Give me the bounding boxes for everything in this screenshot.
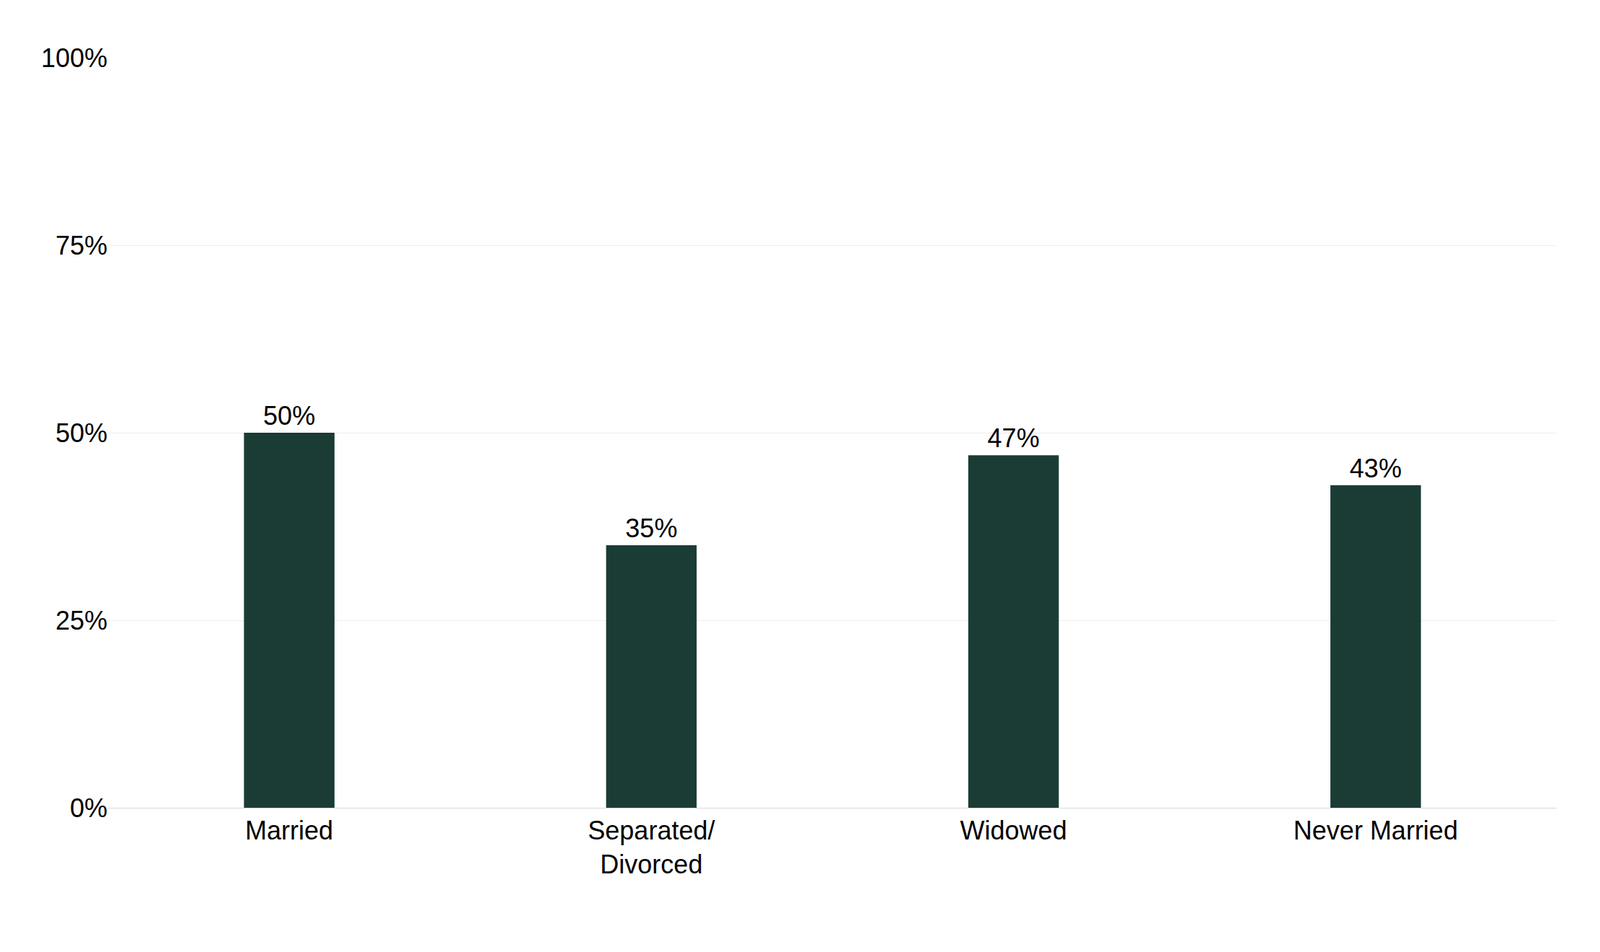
svg-text:0%: 0% [69,793,108,823]
svg-text:75%: 75% [55,230,108,261]
svg-text:50%: 50% [55,418,108,448]
svg-text:Never Married: Never Married [1293,815,1458,846]
svg-text:Widowed: Widowed [960,815,1068,846]
svg-text:25%: 25% [55,605,108,636]
svg-text:Separated/Divorced: Separated/Divorced [587,815,715,879]
svg-text:43%: 43% [1349,453,1402,484]
svg-text:50%: 50% [263,400,316,431]
svg-text:Married: Married [245,815,334,846]
svg-text:47%: 47% [987,423,1040,453]
svg-text:35%: 35% [625,513,678,543]
svg-text:100%: 100% [41,43,108,73]
